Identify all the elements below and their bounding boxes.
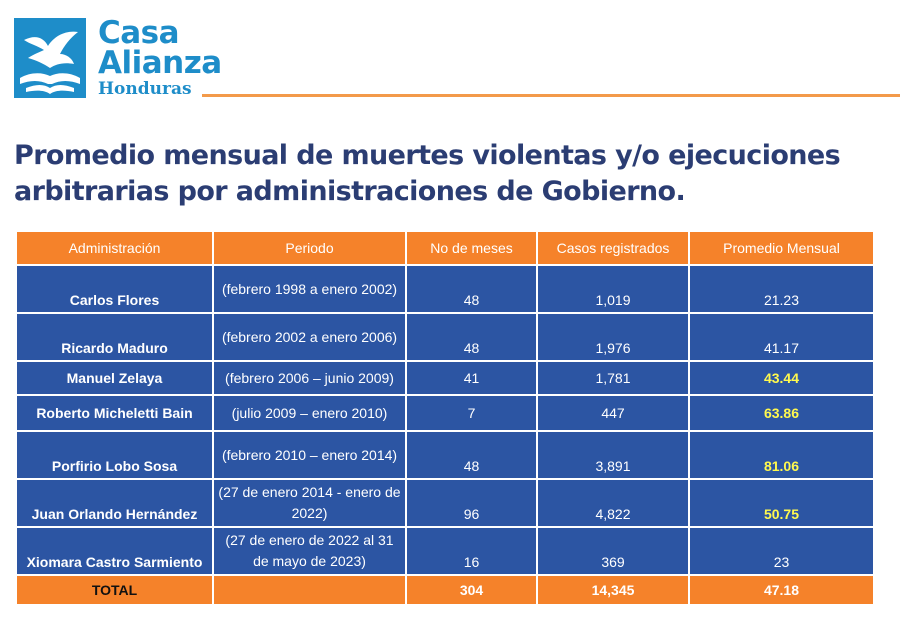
avg-cell: 21.23 [688, 264, 875, 314]
avg-cell: 50.75 [688, 478, 875, 528]
period-cell: (27 de enero 2014 - enero de 2022) [212, 478, 407, 528]
months-cell: 16 [405, 526, 538, 576]
months-cell: 48 [405, 264, 538, 314]
period-cell: (febrero 2006 – junio 2009) [212, 360, 407, 396]
data-table-container: Administración Periodo No de meses Casos… [15, 230, 875, 606]
header-periodo: Periodo [212, 230, 407, 266]
admin-cell: Porfirio Lobo Sosa [15, 430, 214, 480]
table-row: Porfirio Lobo Sosa (febrero 2010 – enero… [15, 430, 875, 480]
period-cell: (27 de enero de 2022 al 31 de mayo de 20… [212, 526, 407, 576]
header-meses: No de meses [405, 230, 538, 266]
total-period [212, 574, 407, 606]
cases-cell: 1,976 [536, 312, 690, 362]
cases-cell: 1,019 [536, 264, 690, 314]
cases-cell: 4,822 [536, 478, 690, 528]
header-casos: Casos registrados [536, 230, 690, 266]
brand-line-3: Honduras [98, 79, 192, 99]
casa-alianza-logo [14, 18, 86, 98]
period-cell: (julio 2009 – enero 2010) [212, 394, 407, 432]
cases-cell: 1,781 [536, 360, 690, 396]
dove-hands-icon [20, 31, 80, 94]
months-cell: 96 [405, 478, 538, 528]
admin-cell: Manuel Zelaya [15, 360, 214, 396]
avg-cell: 41.17 [688, 312, 875, 362]
header-administracion: Administración [15, 230, 214, 266]
table-row: Roberto Micheletti Bain (julio 2009 – en… [15, 394, 875, 432]
total-row: TOTAL 304 14,345 47.18 [15, 574, 875, 606]
table-row: Juan Orlando Hernández (27 de enero 2014… [15, 478, 875, 528]
cases-cell: 369 [536, 526, 690, 576]
avg-cell: 81.06 [688, 430, 875, 480]
header-rule [202, 94, 900, 97]
brand-name: Casa Alianza Honduras [98, 18, 222, 100]
avg-cell: 43.44 [688, 360, 875, 396]
admin-cell: Ricardo Maduro [15, 312, 214, 362]
avg-cell: 23 [688, 526, 875, 576]
total-avg: 47.18 [688, 574, 875, 606]
brand-line-1: Casa [98, 15, 180, 51]
avg-cell: 63.86 [688, 394, 875, 432]
cases-cell: 447 [536, 394, 690, 432]
deaths-by-administration-table: Administración Periodo No de meses Casos… [15, 230, 875, 606]
total-label: TOTAL [15, 574, 214, 606]
months-cell: 48 [405, 430, 538, 480]
period-cell: (febrero 2010 – enero 2014) [212, 430, 407, 480]
months-cell: 48 [405, 312, 538, 362]
total-months: 304 [405, 574, 538, 606]
header-promedio: Promedio Mensual [688, 230, 875, 266]
page-title: Promedio mensual de muertes violentas y/… [14, 140, 841, 207]
months-cell: 41 [405, 360, 538, 396]
period-cell: (febrero 2002 a enero 2006) [212, 312, 407, 362]
table-row: Ricardo Maduro (febrero 2002 a enero 200… [15, 312, 875, 362]
total-cases: 14,345 [536, 574, 690, 606]
admin-cell: Xiomara Castro Sarmiento [15, 526, 214, 576]
admin-cell: Roberto Micheletti Bain [15, 394, 214, 432]
table-header-row: Administración Periodo No de meses Casos… [15, 230, 875, 266]
brand-line-2: Alianza [98, 45, 222, 81]
table-row: Manuel Zelaya (febrero 2006 – junio 2009… [15, 360, 875, 396]
cases-cell: 3,891 [536, 430, 690, 480]
period-cell: (febrero 1998 a enero 2002) [212, 264, 407, 314]
table-row: Carlos Flores (febrero 1998 a enero 2002… [15, 264, 875, 314]
admin-cell: Juan Orlando Hernández [15, 478, 214, 528]
table-row: Xiomara Castro Sarmiento (27 de enero de… [15, 526, 875, 576]
months-cell: 7 [405, 394, 538, 432]
admin-cell: Carlos Flores [15, 264, 214, 314]
